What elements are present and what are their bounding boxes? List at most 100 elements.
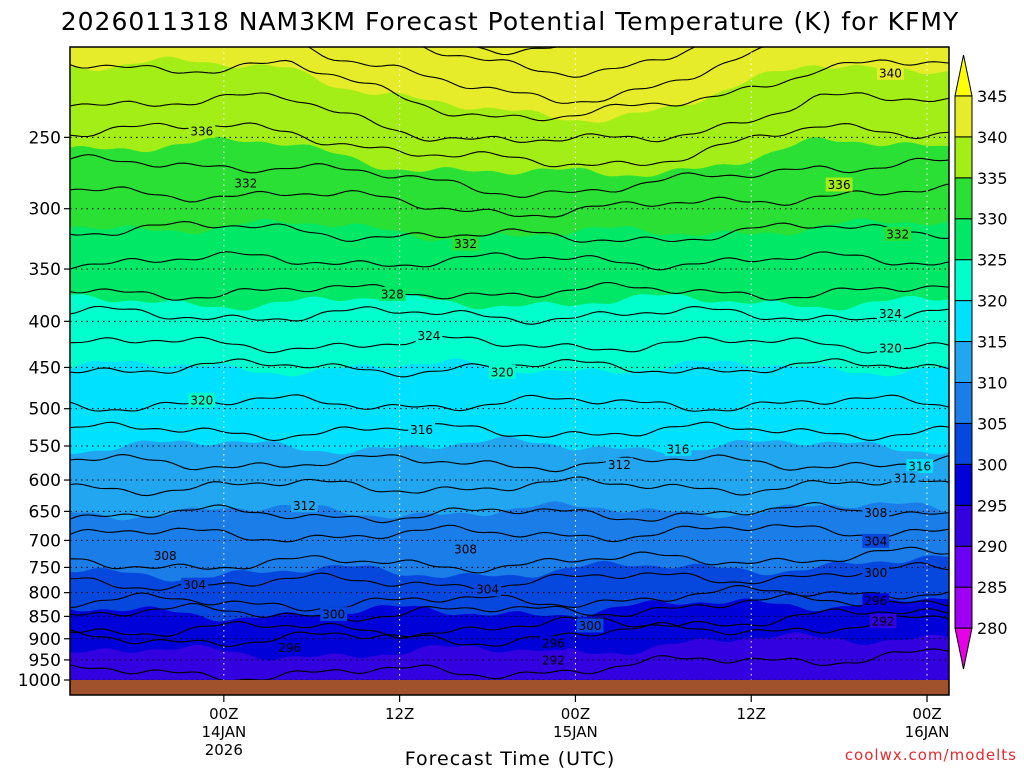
contour-label-bg bbox=[188, 392, 216, 407]
contour-312 bbox=[70, 476, 949, 497]
contour-label-text: 332 bbox=[886, 227, 909, 241]
contour-label: 312 bbox=[605, 457, 633, 472]
contour-label: 316 bbox=[408, 422, 435, 437]
colorbar-label: 290 bbox=[977, 537, 1008, 556]
y-tick-label: 400 bbox=[29, 312, 61, 332]
y-tick-label: 600 bbox=[29, 471, 61, 491]
colorbar-swatch bbox=[954, 627, 973, 670]
ground-strip bbox=[70, 680, 949, 695]
contour-298 bbox=[70, 608, 949, 639]
y-tick-label: 300 bbox=[29, 200, 61, 220]
contour-330 bbox=[70, 220, 949, 243]
x-tick-label: 00Z bbox=[912, 705, 941, 723]
contour-label: 324 bbox=[415, 328, 443, 343]
contour-label: 308 bbox=[151, 548, 179, 563]
y-tick-label: 900 bbox=[29, 630, 61, 650]
contour-label: 304 bbox=[862, 533, 890, 548]
contour-label-text: 308 bbox=[864, 506, 887, 520]
temperature-bands bbox=[70, 47, 949, 695]
contour-label: 300 bbox=[862, 565, 890, 580]
contour-label-text: 292 bbox=[542, 653, 565, 667]
colorbar-label: 335 bbox=[977, 169, 1008, 188]
contour-label-bg bbox=[576, 618, 604, 633]
contour-316 bbox=[70, 421, 949, 442]
y-tick-label: 800 bbox=[29, 584, 61, 604]
contour-label-bg bbox=[877, 65, 904, 80]
contour-label: 336 bbox=[825, 177, 853, 192]
contour-label-text: 304 bbox=[183, 578, 206, 592]
contour-label-text: 320 bbox=[879, 341, 902, 355]
contour-label-text: 316 bbox=[667, 442, 690, 456]
x-tick-label: 2026 bbox=[205, 741, 243, 759]
plot-frame bbox=[69, 46, 950, 696]
contour-label-bg bbox=[540, 652, 567, 667]
contour-300 bbox=[70, 593, 949, 622]
contour-label-text: 320 bbox=[491, 365, 514, 379]
contour-label-text: 300 bbox=[864, 566, 887, 580]
contour-label-bg bbox=[884, 226, 912, 241]
x-tick-label: 00Z bbox=[209, 705, 238, 723]
contour-labels: 3403363363323323323283243243203203203163… bbox=[151, 65, 934, 667]
contour-label-text: 316 bbox=[410, 423, 433, 437]
contour-326 bbox=[70, 281, 949, 301]
contour-label-text: 308 bbox=[154, 549, 177, 563]
contour-324 bbox=[70, 305, 949, 325]
contour-label-text: 300 bbox=[579, 619, 602, 633]
colorbar-swatch bbox=[954, 422, 973, 465]
colorbar-label: 305 bbox=[977, 414, 1008, 433]
contour-340 bbox=[70, 59, 949, 122]
contour-label-bg bbox=[415, 328, 443, 343]
contour-302 bbox=[70, 585, 949, 612]
contour-label-bg bbox=[540, 636, 567, 651]
contour-label-bg bbox=[291, 498, 318, 513]
contour-label-bg bbox=[276, 640, 304, 655]
contour-label-text: 324 bbox=[417, 329, 440, 343]
contour-label-bg bbox=[605, 457, 633, 472]
contour-318 bbox=[70, 394, 949, 412]
contour-label: 332 bbox=[232, 176, 260, 191]
colorbar-label: 345 bbox=[977, 87, 1008, 106]
y-tick-label: 1000 bbox=[18, 671, 61, 691]
colorbar-label: 315 bbox=[977, 333, 1008, 352]
contour-342 bbox=[307, 47, 785, 104]
contour-label-bg bbox=[891, 471, 919, 486]
contour-label: 336 bbox=[188, 124, 216, 139]
contour-label: 340 bbox=[877, 65, 904, 80]
colorbar-swatch bbox=[954, 463, 973, 506]
contour-label: 296 bbox=[276, 640, 304, 655]
contour-label-bg bbox=[862, 533, 890, 548]
contour-label: 332 bbox=[884, 226, 912, 241]
colorbar: 280 285 290 295 300 305 310 315 320 325 330 335 340 3… bbox=[954, 54, 1008, 670]
contour-label-bg bbox=[869, 613, 897, 628]
contour-label: 300 bbox=[320, 607, 348, 622]
contour-344 bbox=[422, 47, 697, 78]
contour-332 bbox=[70, 183, 949, 218]
y-tick-label: 950 bbox=[29, 651, 61, 671]
contour-label-text: 308 bbox=[454, 543, 477, 557]
colorbar-label: 310 bbox=[977, 373, 1008, 392]
contour-label: 292 bbox=[540, 652, 567, 667]
contour-label: 320 bbox=[188, 392, 216, 407]
colorbar-swatch bbox=[954, 136, 973, 179]
colorbar-label: 340 bbox=[977, 128, 1008, 147]
credit-text: coolwx.com/modelts bbox=[845, 746, 1017, 764]
contour-346 bbox=[473, 47, 559, 56]
contour-label-bg bbox=[862, 565, 890, 580]
contour-label-text: 324 bbox=[879, 307, 902, 321]
contour-label-text: 312 bbox=[293, 499, 316, 513]
contour-308 bbox=[70, 524, 949, 543]
contour-label-bg bbox=[151, 548, 179, 563]
contour-label-text: 316 bbox=[908, 460, 931, 474]
contour-label: 300 bbox=[576, 618, 604, 633]
colorbar-swatch bbox=[954, 54, 973, 97]
contour-322 bbox=[70, 335, 949, 354]
colorbar-label: 295 bbox=[977, 496, 1008, 515]
contour-label-text: 292 bbox=[872, 614, 895, 628]
contour-label-bg bbox=[452, 236, 479, 251]
contour-label: 308 bbox=[452, 542, 479, 557]
x-tick-label: 14JAN bbox=[201, 723, 246, 741]
contour-label-text: 312 bbox=[608, 458, 631, 472]
contour-label: 320 bbox=[877, 340, 904, 355]
contour-label-text: 296 bbox=[542, 637, 565, 651]
